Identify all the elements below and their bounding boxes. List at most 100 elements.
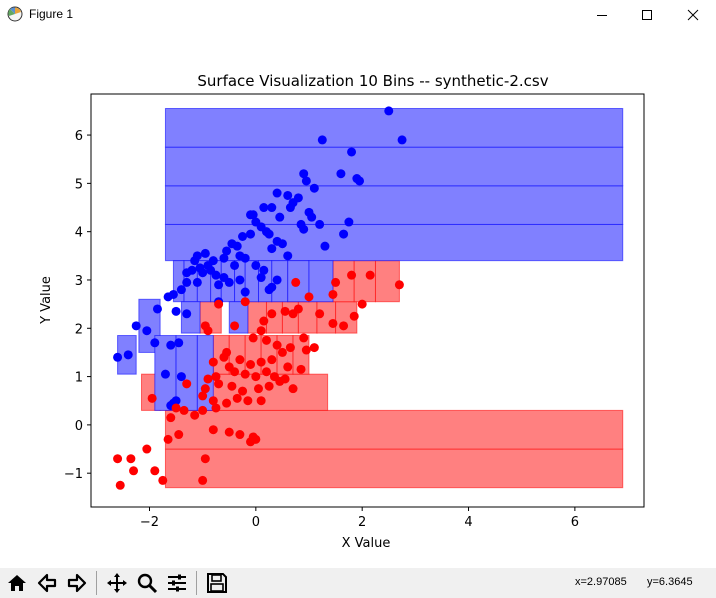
blue-data-point (315, 219, 325, 229)
blue-data-point (150, 338, 160, 348)
y-axis-label: Y Value (39, 276, 54, 325)
blue-data-point (248, 210, 258, 220)
blue-data-point (163, 292, 173, 302)
blue-data-point (198, 268, 208, 278)
y-axis-ticks: −1 0 1 2 3 4 5 6 (64, 129, 91, 482)
red-bin-rect (374, 260, 400, 303)
red-data-point (158, 475, 168, 485)
blue-data-point (182, 277, 192, 287)
red-data-point (299, 333, 309, 343)
blue-bin-rect (164, 107, 624, 148)
red-data-point (182, 379, 192, 389)
red-data-point (179, 405, 189, 415)
blue-bin-rect (164, 146, 624, 187)
blue-data-point (317, 135, 327, 145)
red-data-point (147, 393, 157, 403)
red-data-point (230, 321, 240, 331)
red-bin-rect (164, 448, 624, 489)
y-tick-label: 4 (75, 226, 83, 241)
red-data-point (280, 306, 290, 316)
red-data-point (256, 326, 266, 336)
x-axis-label: X Value (342, 536, 391, 551)
red-data-point (198, 405, 208, 415)
maximize-button[interactable] (624, 0, 670, 30)
blue-data-point (224, 277, 234, 287)
red-data-point (240, 297, 250, 307)
red-data-point (246, 360, 256, 370)
blue-data-point (190, 256, 200, 266)
red-data-point (200, 384, 210, 394)
y-tick-label: 2 (75, 322, 83, 337)
red-data-point (198, 475, 208, 485)
blue-data-point (182, 268, 192, 278)
red-data-point (328, 289, 338, 299)
y-tick-label: 6 (75, 129, 83, 144)
red-data-point (394, 280, 404, 290)
close-button[interactable] (670, 0, 716, 30)
blue-data-point (174, 338, 184, 348)
red-data-point (203, 326, 213, 336)
red-data-point (248, 333, 258, 343)
forward-button[interactable] (63, 570, 91, 596)
y-tick-label: 5 (75, 177, 83, 192)
blue-data-point (160, 369, 170, 379)
red-data-point (200, 454, 210, 464)
red-data-point (291, 277, 301, 287)
minimize-icon (597, 15, 607, 16)
back-arrow-icon (37, 573, 57, 593)
red-data-point (211, 403, 221, 413)
blue-data-point (176, 285, 186, 295)
blue-data-point (397, 135, 407, 145)
navigation-toolbar (0, 568, 716, 598)
blue-data-point (214, 280, 224, 290)
red-data-point (163, 434, 173, 444)
blue-data-point (309, 183, 319, 193)
zoom-button[interactable] (133, 570, 161, 596)
configure-subplots-button[interactable] (163, 570, 191, 596)
minimize-button[interactable] (579, 0, 625, 30)
red-data-point (264, 381, 274, 391)
red-data-point (315, 309, 325, 319)
blue-data-point (166, 340, 176, 350)
red-data-point (211, 372, 221, 382)
red-data-point (275, 376, 285, 386)
red-data-point (331, 277, 341, 287)
red-data-point (304, 292, 314, 302)
blue-data-point (227, 239, 237, 249)
red-data-point (256, 357, 266, 367)
blue-data-point (301, 176, 311, 186)
red-data-point (261, 367, 271, 377)
window-title: Figure 1 (29, 7, 74, 21)
pan-button[interactable] (103, 570, 131, 596)
blue-data-point (283, 251, 293, 261)
red-data-point (309, 343, 319, 353)
blue-data-point (293, 193, 303, 203)
y-tick-label: 1 (75, 371, 83, 386)
save-button[interactable] (203, 570, 231, 596)
back-button[interactable] (33, 570, 61, 596)
save-floppy-icon (207, 573, 227, 593)
blue-data-point (275, 212, 285, 222)
histogram-bins (117, 107, 624, 489)
red-data-point (208, 396, 218, 406)
blue-data-point (344, 217, 354, 227)
blue-data-point (299, 169, 309, 179)
figure-canvas[interactable]: Surface Visualization 10 Bins -- synthet… (0, 30, 716, 568)
blue-data-point (283, 190, 293, 200)
red-data-point (339, 321, 349, 331)
blue-data-point (251, 260, 261, 270)
blue-data-point (320, 241, 330, 251)
red-data-point (113, 454, 123, 464)
chart-title: Surface Visualization 10 Bins -- synthet… (197, 72, 548, 90)
blue-data-point (267, 203, 277, 213)
x-axis-ticks: −2 0 2 4 6 (140, 507, 579, 530)
home-button[interactable] (3, 570, 31, 596)
blue-data-point (264, 285, 274, 295)
red-data-point (235, 430, 245, 440)
red-data-point (243, 396, 253, 406)
toolbar-separator (196, 571, 197, 595)
red-data-point (296, 364, 306, 374)
blue-data-point (192, 277, 202, 287)
red-data-point (277, 347, 287, 357)
plot-frame (90, 93, 645, 508)
